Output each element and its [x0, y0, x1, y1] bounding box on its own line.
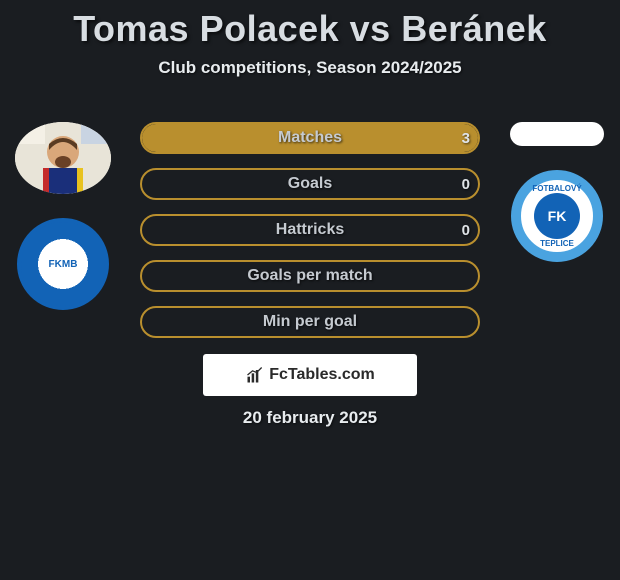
stat-bar: Matches 3: [140, 122, 480, 154]
stat-bar: Goals per match: [140, 260, 480, 292]
watermark-text: FcTables.com: [269, 366, 375, 384]
stat-label: Min per goal: [263, 313, 357, 331]
player1-column: [8, 122, 118, 310]
stat-label: Matches: [278, 129, 342, 147]
watermark: FcTables.com: [203, 354, 417, 396]
stat-value-p1: 0: [462, 176, 470, 193]
player2-club-badge: FOTBALOVÝ FK TEPLICE: [511, 170, 603, 262]
stat-label: Goals: [288, 175, 332, 193]
club-ring-text-top: FOTBALOVÝ: [521, 184, 593, 193]
player1-club-badge: [17, 218, 109, 310]
page-title: Tomas Polacek vs Beránek: [0, 0, 620, 50]
player2-avatar-placeholder: [510, 122, 604, 146]
player-photo-icon: [15, 122, 111, 194]
stat-bar: Goals 0: [140, 168, 480, 200]
stat-value-p1: 3: [462, 130, 470, 147]
subtitle: Club competitions, Season 2024/2025: [0, 58, 620, 78]
chart-icon: [245, 365, 265, 385]
club-inner-badge: FK: [534, 193, 580, 239]
stats-bars: Matches 3 Goals 0 Hattricks 0 Goals per match M…: [140, 122, 480, 338]
stat-value-p1: 0: [462, 222, 470, 239]
stat-bar: Min per goal: [140, 306, 480, 338]
stat-bar: Hattricks 0: [140, 214, 480, 246]
club-ring-text-bottom: TEPLICE: [521, 239, 593, 248]
stat-label: Goals per match: [247, 267, 372, 285]
stat-label: Hattricks: [276, 221, 344, 239]
player2-column: FOTBALOVÝ FK TEPLICE: [502, 122, 612, 262]
date-text: 20 february 2025: [243, 408, 377, 428]
player1-avatar: [15, 122, 111, 194]
